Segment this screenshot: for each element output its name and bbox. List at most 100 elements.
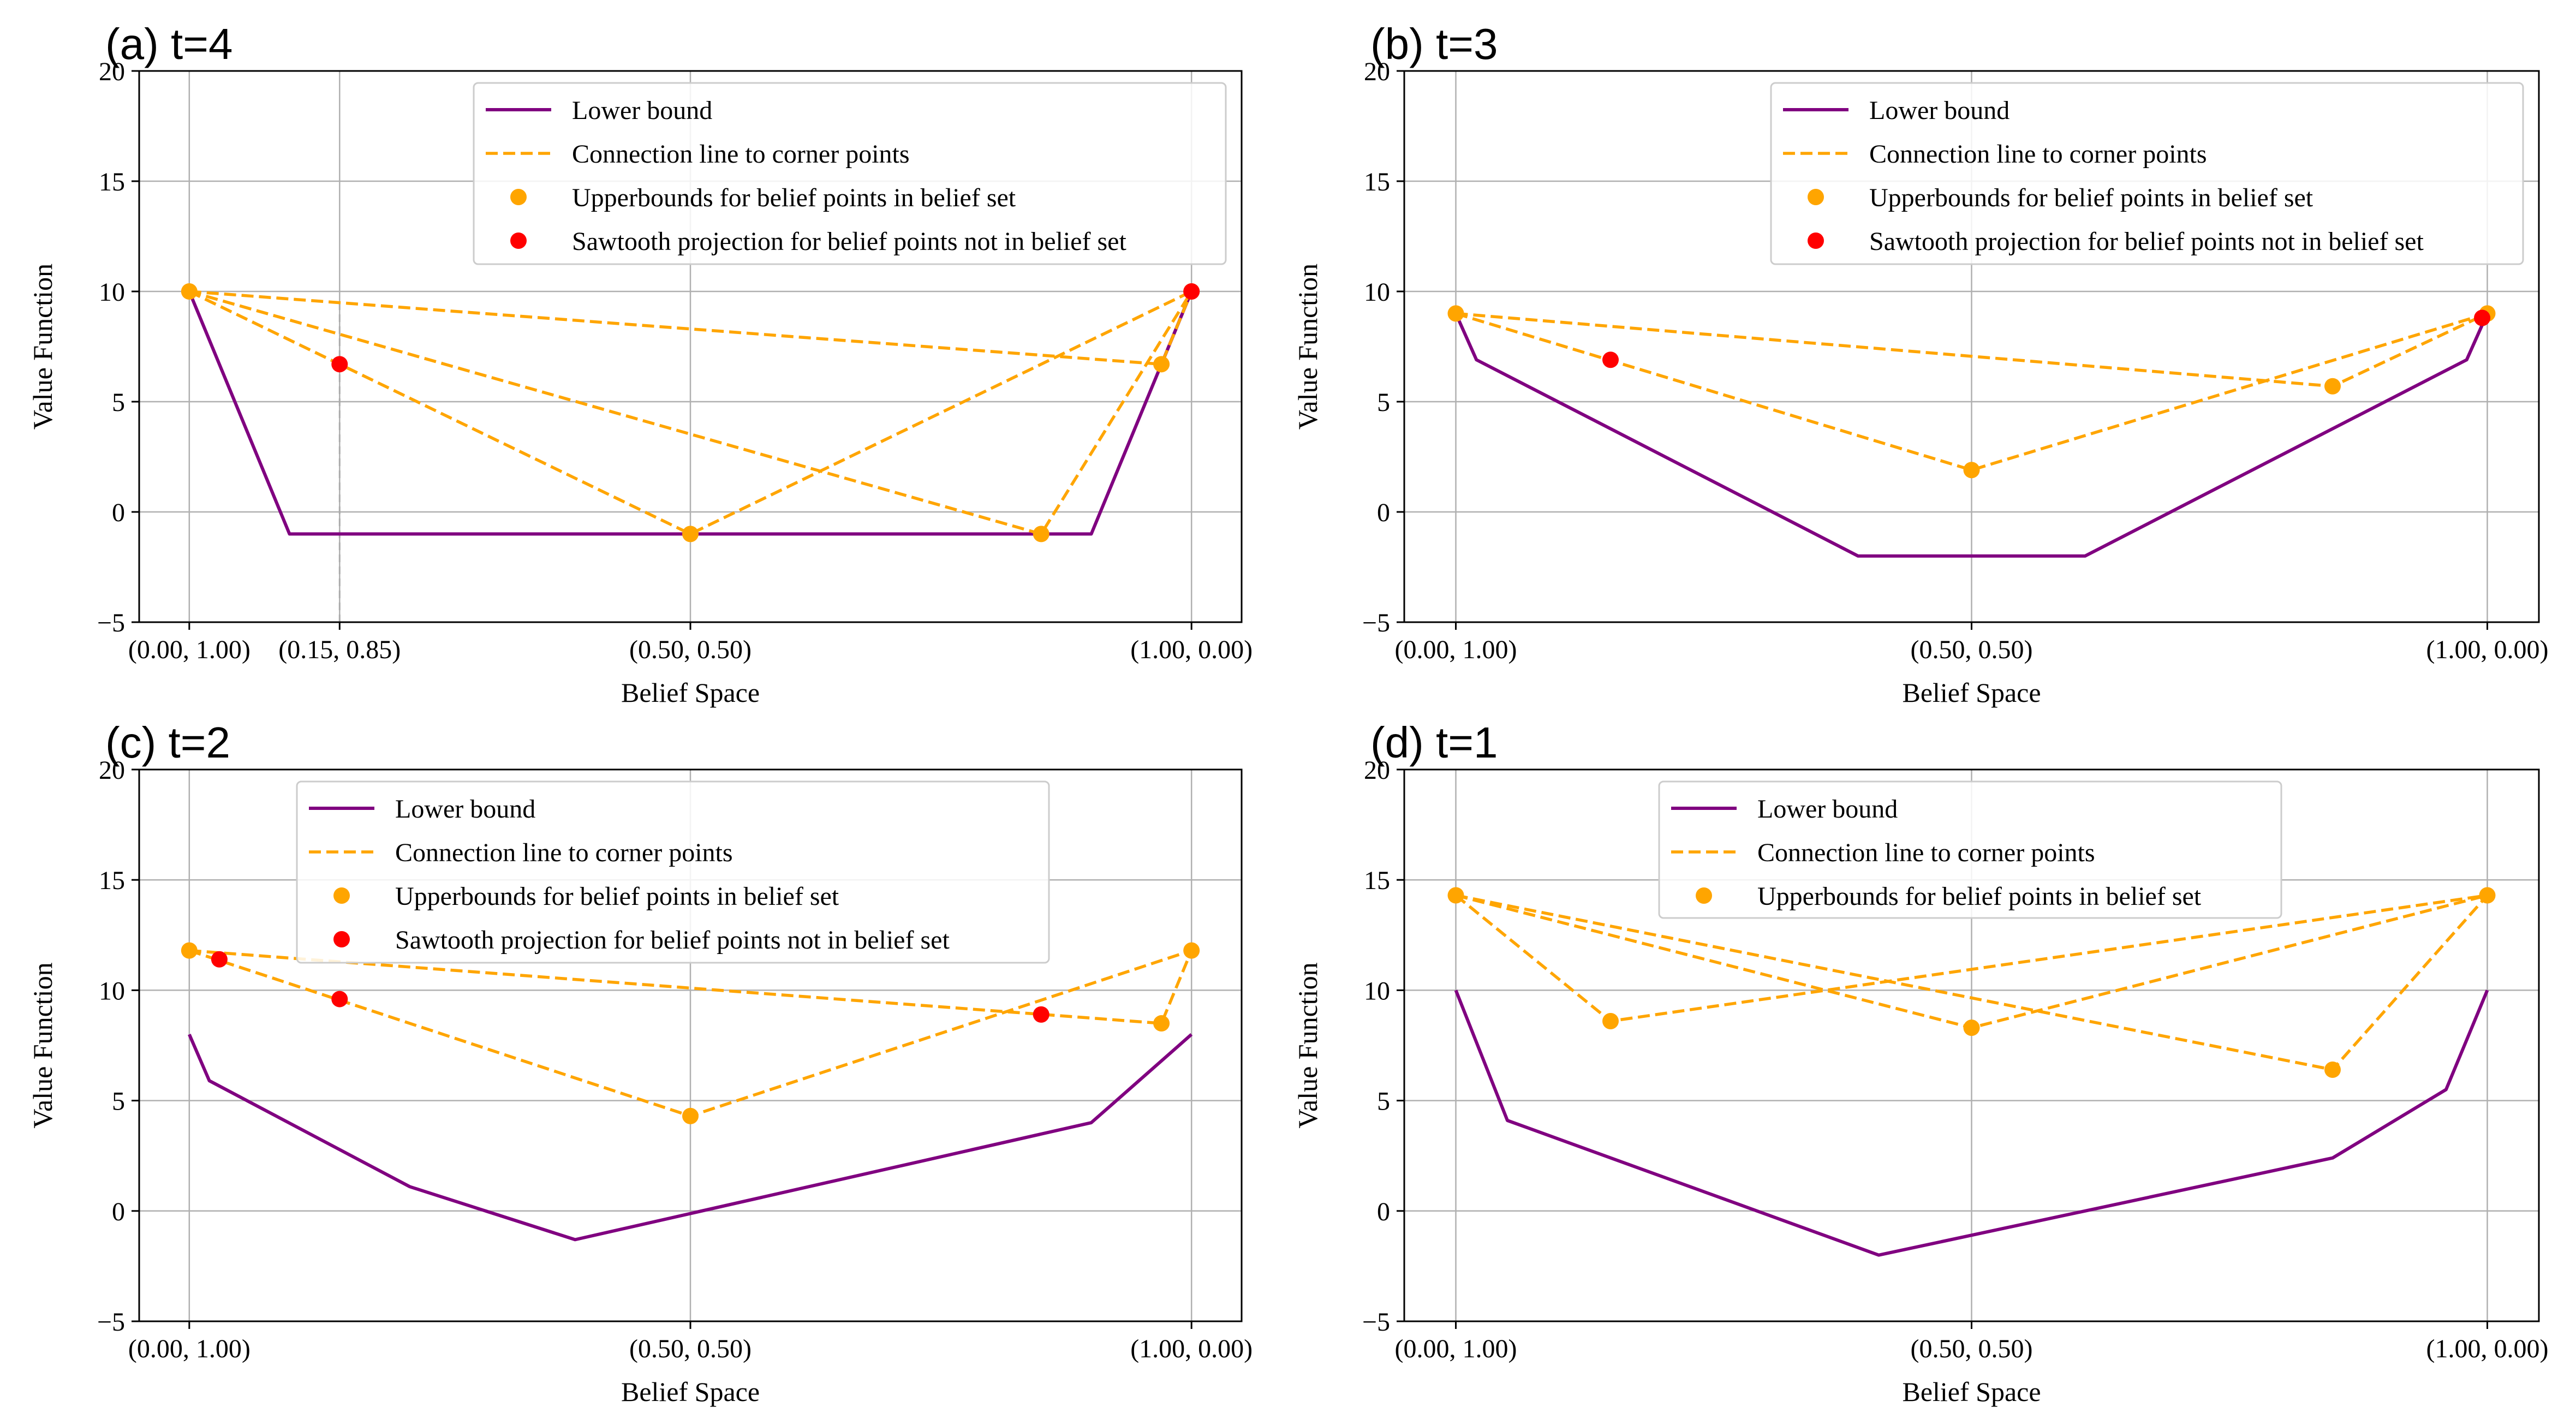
panel-title: (a) t=4 (105, 20, 232, 68)
y-tick-label: 10 (1364, 976, 1390, 1005)
y-tick-label: 10 (99, 976, 125, 1005)
legend-label: Sawtooth projection for belief points no… (1869, 227, 2424, 256)
panel-3: −5 0 5 10 15 20 (0.00, 1.00) (0.50, 0.50) (1.00,… (1292, 718, 2548, 1407)
legend-box (296, 780, 1050, 964)
y-tick-label: 5 (1377, 388, 1390, 417)
x-tick-label: (1.00, 0.00) (1130, 1334, 1253, 1363)
y-tick-label: 15 (1364, 866, 1390, 895)
sawtooth-point (2474, 309, 2491, 326)
legend-label: Upperbounds for belief points in belief … (572, 183, 1016, 212)
panel-1: −5 0 5 10 15 20 (0.00, 1.00) (0.50, 0.50) (1.00,… (1292, 20, 2548, 708)
legend-box (473, 82, 1227, 265)
y-tick-label: 10 (1364, 278, 1390, 307)
x-tick-label: (1.00, 0.00) (1130, 635, 1253, 664)
legend-label: Lower bound (1757, 795, 1898, 824)
panel-title: (d) t=1 (1370, 718, 1498, 767)
sawtooth-point (1033, 1006, 1050, 1023)
upperbound-point (1963, 462, 1980, 479)
legend-label: Connection line to corner points (1757, 838, 2095, 867)
y-tick-label: −5 (1362, 1308, 1390, 1337)
legend-upperbound-swatch (333, 887, 350, 904)
connection-line (188, 290, 1192, 536)
legend-box (1658, 780, 2282, 919)
upperbound-point (1033, 526, 1050, 542)
x-tick-label: (0.50, 0.50) (629, 635, 752, 664)
lower-bound-line (1454, 313, 2489, 558)
upperbound-point (1153, 356, 1170, 373)
legend-label: Upperbounds for belief points in belief … (1757, 882, 2202, 911)
legend-label: Connection line to corner points (1869, 140, 2207, 169)
upperbound-point (1602, 1013, 1619, 1030)
legend-sawtooth-swatch (333, 931, 350, 947)
legend-sawtooth-swatch (510, 232, 527, 249)
sawtooth-point (331, 356, 348, 373)
y-axis-label: Value Function (27, 962, 58, 1128)
y-tick-label: −5 (97, 1308, 125, 1337)
sawtooth-point (1602, 351, 1619, 368)
x-tick-label: (1.00, 0.00) (2426, 1334, 2549, 1363)
x-tick-label: (0.50, 0.50) (1911, 635, 2033, 664)
y-axis-label: Value Function (27, 264, 58, 430)
panel-2: −5 0 5 10 15 20 (0.00, 1.00) (0.50, 0.50) (1.00,… (27, 718, 1253, 1407)
lower-bound-line (1454, 989, 2489, 1257)
upperbound-point (1963, 1019, 1980, 1036)
x-tick-label: (0.15, 0.85) (278, 635, 401, 664)
x-axis-label: Belief Space (621, 677, 760, 708)
legend-label: Upperbounds for belief points in belief … (395, 882, 839, 911)
upperbound-point (2324, 378, 2341, 395)
y-tick-label: 15 (99, 168, 125, 196)
y-axis-label: Value Function (1292, 962, 1323, 1128)
upperbound-point (1183, 942, 1200, 959)
upperbound-point (181, 283, 198, 300)
legend-box (1770, 82, 2524, 265)
legend-label: Connection line to corner points (572, 140, 910, 169)
y-tick-label: −5 (97, 609, 125, 637)
x-axis-label: Belief Space (1902, 677, 2041, 708)
connection-line (189, 290, 1193, 536)
x-axis-label: Belief Space (1902, 1376, 2041, 1407)
x-tick-label: (0.00, 1.00) (128, 635, 251, 664)
legend-label: Lower bound (395, 795, 535, 824)
legend-upperbound-swatch (1696, 887, 1712, 904)
legend-label: Upperbounds for belief points in belief … (1869, 183, 2313, 212)
y-tick-label: 20 (99, 756, 125, 785)
sawtooth-point (1183, 283, 1200, 300)
connection-line (1455, 312, 2488, 472)
y-tick-label: 20 (1364, 57, 1390, 86)
legend: Lower bound Connection line to corner poi… (473, 82, 1227, 265)
legend-label: Sawtooth projection for belief points no… (572, 227, 1126, 256)
upperbound-point (682, 1107, 699, 1124)
sawtooth-point (211, 951, 228, 968)
x-tick-label: (0.00, 1.00) (1395, 1334, 1517, 1363)
y-tick-label: 0 (112, 1197, 125, 1226)
x-tick-label: (0.50, 0.50) (629, 1334, 752, 1363)
y-tick-label: 0 (1377, 498, 1390, 527)
y-tick-label: 15 (1364, 168, 1390, 196)
y-tick-label: 0 (112, 498, 125, 527)
connection-line (189, 290, 1193, 366)
y-tick-label: 15 (99, 866, 125, 895)
y-tick-label: 5 (112, 1087, 125, 1116)
sawtooth-point (331, 991, 348, 1007)
panel-title: (b) t=3 (1370, 20, 1498, 68)
legend: Lower bound Connection line to corner poi… (296, 780, 1050, 964)
upperbound-point (181, 942, 198, 959)
legend: Lower bound Connection line to corner poi… (1658, 780, 2282, 919)
legend-label: Connection line to corner points (395, 838, 733, 867)
upperbound-point (2479, 887, 2496, 904)
legend-label: Sawtooth projection for belief points no… (395, 926, 950, 955)
upperbound-point (1447, 305, 1464, 322)
upperbound-point (682, 526, 699, 542)
y-tick-label: 5 (112, 388, 125, 417)
y-tick-label: 10 (99, 278, 125, 307)
upperbound-point (1153, 1015, 1170, 1032)
panel-0: −5 0 5 10 15 20 (0.00, 1.00) (0.15, 0.85) (0.50,… (27, 20, 1253, 708)
legend-upperbound-swatch (510, 189, 527, 205)
legend: Lower bound Connection line to corner poi… (1770, 82, 2524, 265)
x-tick-label: (0.50, 0.50) (1911, 1334, 2033, 1363)
y-tick-label: 20 (1364, 756, 1390, 785)
x-tick-label: (0.00, 1.00) (128, 1334, 251, 1363)
upperbound-point (2324, 1061, 2341, 1078)
legend-sawtooth-swatch (1808, 232, 1824, 249)
